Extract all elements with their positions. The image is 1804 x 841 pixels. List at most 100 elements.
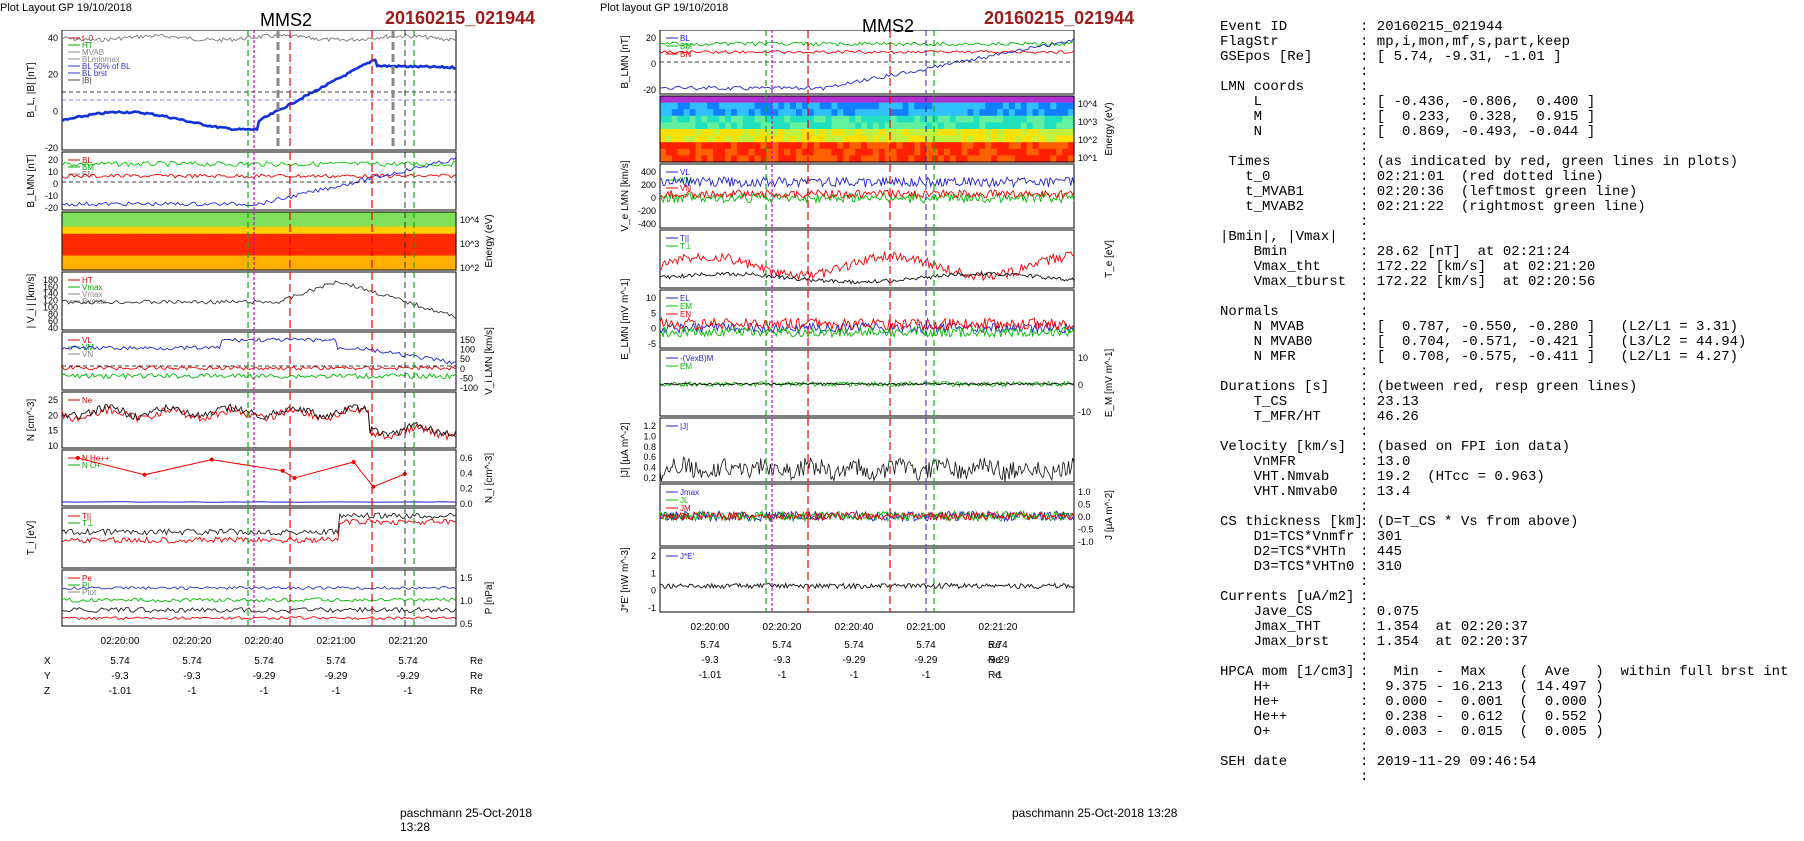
spectrogram-cell [88, 219, 96, 228]
legend-label: J*E' [680, 552, 694, 561]
info-row: t_MVAB2: 02:21:22 (rightmost green line) [1220, 200, 1804, 215]
spectrogram-cell [423, 241, 431, 249]
spectrogram-cell [265, 255, 273, 264]
spectrogram-cell [719, 129, 726, 137]
spectrogram-cell [961, 142, 969, 150]
spectrogram-cell [291, 233, 299, 242]
spectrogram-cell [252, 233, 260, 242]
spectrogram-cell [206, 255, 214, 264]
spectrogram-cell [778, 115, 785, 123]
spectrogram-cell [1062, 102, 1069, 110]
spectrogram-cell [62, 226, 70, 235]
spectrogram-cell [701, 155, 708, 163]
spectrogram-cell [742, 142, 750, 150]
legend-label: VL [680, 168, 690, 177]
tick-label: 10 [48, 167, 58, 177]
info-row: HPCA mom [1/cm3]: Min - Max ( Ave ) with… [1220, 665, 1804, 680]
spectrogram-cell [75, 226, 83, 235]
spectrogram-cell [843, 102, 850, 110]
spectrogram-cell [890, 115, 898, 123]
spectrogram-cell [938, 155, 945, 163]
spectrogram-cell [364, 262, 372, 271]
spectrogram-cell [926, 155, 933, 163]
spectrogram-cell [436, 233, 444, 242]
spectrogram-cell [291, 226, 299, 235]
spectrogram-cell [1068, 142, 1075, 150]
legend-label: HT [82, 276, 93, 285]
spectrogram-cell [884, 135, 892, 143]
spectrogram-cell [707, 96, 714, 104]
spectrogram-cell [140, 226, 148, 235]
spectrogram-cell [245, 248, 254, 257]
tick-label: -20 [45, 143, 58, 153]
spectrogram-cell [938, 129, 945, 137]
spectrogram-cell [979, 155, 986, 163]
tick-label: 1.5 [460, 573, 473, 583]
spectrogram-cell [285, 226, 293, 235]
spectrogram-cell [713, 142, 720, 150]
tick-label: 80 [48, 309, 58, 319]
spectrogram-cell [660, 109, 667, 117]
spectrogram-cell [239, 255, 247, 264]
spectrogram-cell [206, 241, 214, 249]
spectrogram-cell [108, 219, 116, 228]
spectrogram-cell [861, 142, 868, 150]
spectrogram-cell [383, 241, 391, 249]
spectrogram-cell [108, 212, 116, 220]
spectrogram-cell [660, 102, 667, 110]
panel-8: T_i [eV]T||T⊥ [26, 507, 457, 569]
spectrogram-cell [831, 115, 838, 123]
spectrogram-cell [416, 262, 424, 271]
spectrogram-cell [878, 115, 886, 123]
spectrogram-cell [101, 255, 109, 264]
spectrogram-cell [985, 142, 992, 150]
spectrogram-cell [318, 262, 326, 271]
spectrogram-cell [259, 219, 267, 228]
info-row: Vmax_tht: 172.22 [km/s] at 02:21:20 [1220, 260, 1804, 275]
spectrogram-cell [180, 233, 188, 242]
spectrogram-cell [896, 148, 904, 156]
spectrogram-cell [784, 129, 791, 137]
spectrogram-cell [226, 212, 234, 220]
spectrogram-cell [843, 155, 850, 163]
spectrogram-cell [967, 96, 974, 104]
info-key: Vmax_tht [1220, 259, 1321, 275]
spectrogram-cell [707, 115, 714, 123]
spectrogram-cell [252, 219, 260, 228]
spectrogram-cell [920, 102, 927, 110]
tick-label: 0.6 [643, 452, 656, 462]
spectrogram-cell [938, 115, 945, 123]
spectrogram-cell [429, 248, 437, 257]
spectrogram-cell [908, 102, 915, 110]
spectrogram-cell [796, 155, 803, 163]
tick-label: 0 [651, 59, 656, 69]
info-row: : [1220, 770, 1804, 785]
spectrogram-cell [101, 219, 109, 228]
info-row: : [1220, 650, 1804, 665]
spectrogram-cell [390, 241, 398, 249]
spectrogram-cell [436, 255, 444, 264]
info-row: Times: (as indicated by red, green lines… [1220, 155, 1804, 170]
spectrogram-cell [305, 248, 313, 257]
spectrogram-cell [725, 102, 732, 110]
spectrogram-cell [305, 226, 313, 235]
info-key: CS thickness [km] [1220, 514, 1363, 530]
spectrogram-cell [772, 129, 779, 137]
spectrogram-cell [134, 219, 142, 228]
spectrogram-cell [967, 109, 974, 117]
spectrogram-cell [825, 102, 833, 110]
coord-unit: Re [470, 656, 483, 667]
legend-label: T|| [82, 512, 91, 521]
spectrogram-cell [902, 135, 909, 143]
spectrogram-cell [1068, 135, 1075, 143]
spectrogram-cell [926, 96, 933, 104]
info-value: : [ 0.704, -0.571, -0.421 ] (L3/L2 = 44.… [1360, 334, 1747, 350]
spectrogram-cell [298, 248, 306, 257]
spectrogram-cell [1050, 115, 1057, 123]
spectrogram-cell [239, 219, 247, 228]
spectrogram-cell [75, 255, 83, 264]
info-key: GSEpos [Re] [1220, 49, 1313, 65]
spectrogram-cell [1062, 122, 1069, 130]
